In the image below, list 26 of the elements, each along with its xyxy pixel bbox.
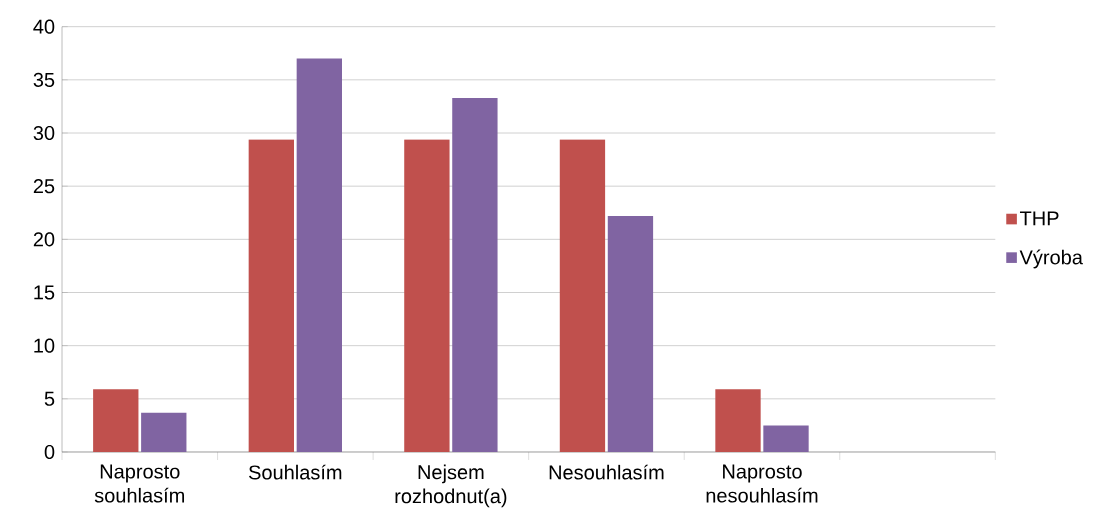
bar <box>296 58 342 452</box>
y-tick-label: 40 <box>33 19 55 34</box>
y-tick-label: 20 <box>33 232 55 247</box>
bar <box>452 97 498 452</box>
y-tick-label: 35 <box>33 72 55 87</box>
y-tick-label: 25 <box>33 179 55 194</box>
y-tick-label: 5 <box>44 391 55 406</box>
bar <box>763 425 809 452</box>
x-tick-label: Nejsem rozhodnut(a) <box>395 464 507 508</box>
bar <box>141 412 187 452</box>
y-tick-label: 30 <box>33 125 55 141</box>
bar <box>248 139 294 452</box>
x-tick-label: Naprosto nesouhlasím <box>706 464 818 503</box>
bar <box>93 389 139 452</box>
bar <box>559 139 606 452</box>
x-tick-label: Souhlasím <box>248 464 342 480</box>
y-tick-label: 0 <box>44 444 55 460</box>
bar <box>715 389 761 452</box>
x-tick-label: Naprosto souhlasím <box>94 464 185 503</box>
y-tick-label: 15 <box>34 285 55 300</box>
legend-label: Výroba <box>1019 249 1083 269</box>
bar <box>607 215 654 452</box>
legend-label: THP <box>1019 211 1059 226</box>
x-tick-label: Nesouhlasím <box>549 464 664 480</box>
y-tick-label: 10 <box>34 338 55 353</box>
bar <box>404 139 450 452</box>
